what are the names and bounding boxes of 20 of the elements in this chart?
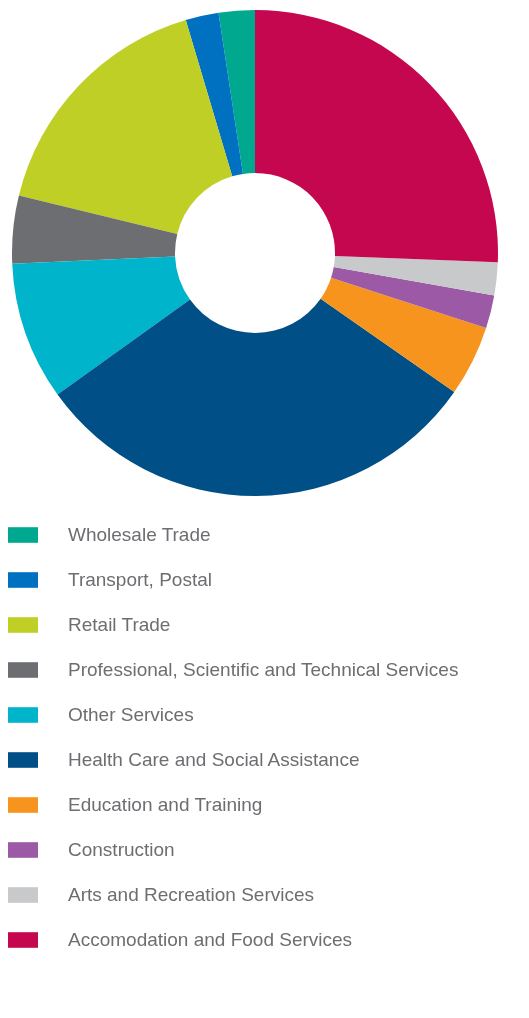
legend-label: Accomodation and Food Services [68,929,353,950]
donut-slice [331,267,495,329]
donut-slice [57,298,455,496]
legend-label: Arts and Recreation Services [68,884,315,905]
donut-slice [320,277,487,393]
legend-label: Construction [68,839,175,860]
donut-slice [255,10,498,263]
donut-slice [18,20,233,235]
donut-slice [12,195,178,264]
legend-label: Retail Trade [68,614,171,635]
donut-slice [333,256,498,296]
donut-slice [185,12,243,177]
legend-label: Transport, Postal [68,569,212,590]
legend-label: Other Services [68,704,194,725]
legend-label: Professional, Scientific and Technical Services [68,659,459,680]
legend-label: Education and Training [68,794,263,815]
donut-slice [12,256,190,395]
donut-slice [218,10,255,174]
legend-label: Health Care and Social Assistance [68,749,360,770]
legend-label: Wholesale Trade [68,524,211,545]
